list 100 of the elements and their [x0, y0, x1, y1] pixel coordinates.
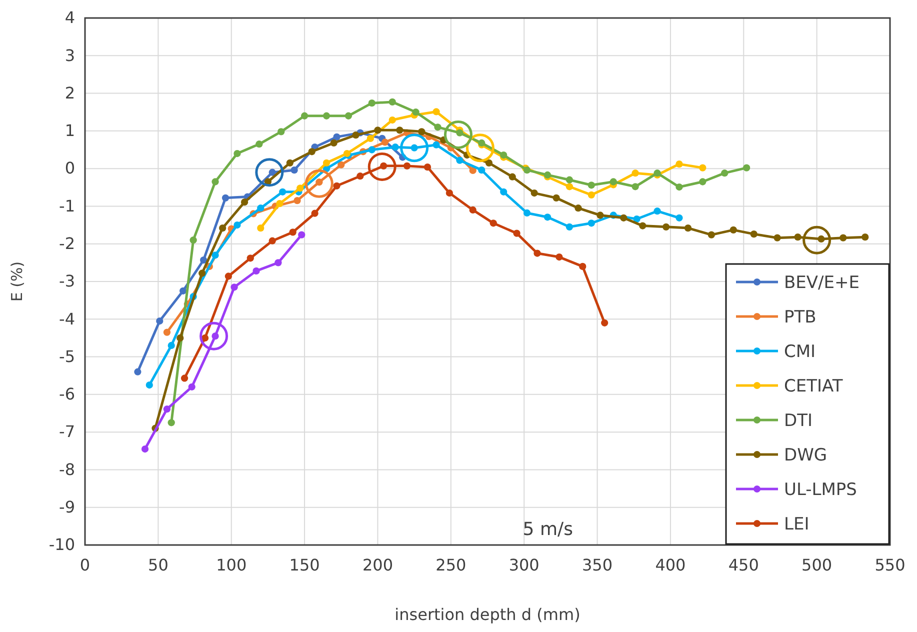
point	[588, 182, 595, 189]
legend-label: CMI	[784, 342, 816, 362]
y-tick-label: -9	[59, 497, 75, 516]
y-tick-label: 3	[64, 46, 75, 65]
point	[168, 419, 175, 426]
x-tick-label: 200	[362, 555, 393, 574]
point	[224, 272, 232, 280]
point	[200, 256, 208, 264]
legend-label: DTI	[784, 411, 812, 431]
point	[534, 250, 541, 257]
point	[278, 128, 285, 136]
point	[730, 226, 737, 234]
point	[610, 178, 617, 186]
point	[333, 182, 340, 190]
point	[478, 166, 486, 174]
point	[699, 178, 706, 186]
y-tick-label: -3	[59, 272, 75, 291]
point	[601, 319, 608, 326]
point	[500, 188, 508, 196]
point	[639, 222, 646, 230]
point	[544, 214, 552, 221]
point	[246, 254, 254, 262]
point	[255, 158, 284, 187]
legend-label: UL-LMPS	[784, 480, 857, 500]
point	[330, 139, 338, 147]
x-tick-label: 500	[802, 555, 832, 574]
point	[684, 224, 692, 232]
point	[403, 162, 411, 170]
point	[366, 134, 374, 142]
y-tick-label: 1	[64, 121, 75, 140]
x-tick-label: 50	[148, 555, 168, 574]
y-tick-label: -6	[59, 384, 75, 404]
point	[456, 156, 464, 164]
point	[298, 231, 306, 238]
point	[418, 128, 426, 136]
y-tick-label: -2	[59, 234, 75, 253]
point	[296, 184, 304, 192]
point	[424, 164, 432, 171]
legend-label: PTB	[784, 308, 816, 328]
annotation: 5 m/s	[522, 519, 573, 540]
point	[485, 159, 493, 166]
point	[240, 198, 248, 206]
point	[279, 188, 286, 196]
point	[469, 206, 476, 214]
point	[412, 108, 420, 116]
point	[257, 224, 264, 232]
point	[676, 214, 683, 222]
point	[633, 215, 640, 223]
point	[352, 132, 360, 139]
point	[750, 230, 758, 238]
point	[676, 183, 683, 191]
y-tick-label: 0	[64, 158, 75, 178]
point	[300, 112, 308, 120]
y-tick-label: -5	[59, 346, 75, 366]
point	[818, 235, 825, 243]
point	[289, 228, 296, 236]
point	[632, 170, 639, 177]
point	[190, 236, 197, 244]
point	[530, 189, 538, 197]
legend-label: DWG	[784, 446, 828, 466]
point	[676, 160, 683, 168]
point	[566, 223, 574, 230]
point	[556, 253, 563, 261]
point	[381, 138, 389, 146]
x-tick-label: 250	[436, 555, 466, 574]
point	[168, 342, 175, 350]
point	[134, 368, 142, 376]
point	[188, 383, 196, 390]
point	[234, 150, 241, 158]
point	[356, 172, 364, 180]
point	[500, 151, 508, 159]
point	[156, 317, 164, 325]
point	[311, 210, 318, 217]
point	[176, 334, 184, 342]
point	[219, 224, 226, 232]
x-tick-label: 450	[728, 555, 759, 574]
point	[322, 159, 330, 166]
point	[268, 237, 276, 244]
point	[257, 204, 264, 212]
point	[620, 214, 628, 222]
point	[552, 194, 560, 202]
point	[566, 183, 574, 190]
point	[632, 183, 639, 190]
y-tick-label: -10	[48, 535, 75, 554]
point	[699, 164, 706, 172]
point	[368, 146, 376, 154]
point	[469, 166, 476, 174]
y-tick-label: 2	[64, 83, 75, 102]
point	[338, 161, 345, 168]
y-axis-title: E (%)	[8, 261, 26, 302]
point	[574, 204, 582, 212]
x-tick-label: 400	[655, 555, 686, 574]
point	[662, 223, 670, 230]
point	[434, 124, 442, 131]
point	[322, 112, 330, 120]
point	[508, 173, 516, 180]
point	[256, 140, 263, 148]
point	[234, 221, 241, 229]
point	[579, 262, 586, 270]
point	[388, 116, 396, 124]
